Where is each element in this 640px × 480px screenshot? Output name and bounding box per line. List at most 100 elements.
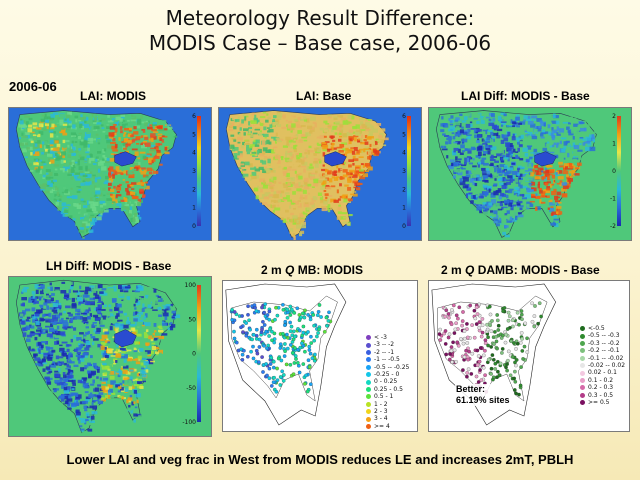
map-cell — [320, 179, 325, 183]
map-cell — [450, 162, 454, 167]
map-cell — [122, 121, 128, 124]
map-cell — [142, 194, 146, 198]
map-cell — [56, 325, 60, 330]
map-cell — [237, 125, 241, 128]
map-cell — [525, 164, 529, 169]
map-cell — [44, 119, 50, 123]
map-cell — [131, 188, 135, 190]
map-cell — [312, 197, 317, 201]
site-dot-damb — [455, 340, 460, 345]
map-cell — [145, 329, 149, 332]
map-cell — [158, 314, 162, 317]
map-cell — [538, 125, 541, 129]
outline-usa — [231, 295, 338, 402]
map-cell — [504, 178, 507, 182]
map-cell — [523, 135, 528, 138]
map-cell — [24, 156, 28, 159]
map-cell — [328, 116, 332, 119]
map-cell — [512, 121, 517, 125]
map-cell — [111, 171, 114, 176]
map-cell — [289, 207, 293, 211]
map-cell — [44, 113, 47, 117]
site-dot-mb — [316, 309, 321, 314]
map-cell — [501, 154, 505, 158]
map-cell — [102, 388, 108, 393]
map-cell — [379, 128, 386, 132]
map-cell — [112, 288, 117, 292]
slide-title: Meteorology Result Difference: MODIS Cas… — [0, 6, 640, 56]
map-cell — [497, 203, 500, 207]
map-cell — [134, 315, 139, 318]
site-dot-damb — [474, 374, 479, 379]
map-cell — [43, 283, 47, 288]
map-cell — [154, 330, 157, 333]
map-cell — [454, 121, 461, 126]
map-cell — [337, 211, 342, 215]
map-cell — [244, 115, 249, 118]
site-dot-mb — [254, 309, 259, 313]
map-cell — [282, 213, 288, 217]
map-cell — [579, 137, 584, 140]
site-dot-mb — [245, 354, 250, 359]
map-cell — [64, 400, 69, 405]
map-cell — [291, 123, 296, 128]
map-cell — [86, 300, 90, 306]
map-cell — [53, 112, 59, 115]
map-cell — [489, 164, 494, 166]
map-cell — [273, 159, 279, 163]
map-cell — [64, 143, 70, 148]
map-cell — [255, 158, 260, 161]
map-cell — [38, 359, 42, 362]
map-cell — [543, 181, 546, 184]
map-cell — [38, 332, 41, 337]
map-cell — [309, 176, 316, 180]
colorbar-tick-label: 0 — [402, 223, 406, 230]
map-cell — [292, 207, 296, 210]
map-cell — [89, 405, 94, 409]
map-cell — [504, 234, 510, 238]
map-cell — [301, 160, 305, 165]
map-cell — [97, 297, 103, 301]
map-cell — [439, 144, 446, 147]
map-cell — [75, 341, 78, 344]
map-cell — [59, 185, 65, 190]
map-cell — [555, 172, 558, 175]
date-label: 2006-06 — [9, 79, 57, 94]
legend-label: -0.5 -- -0.25 — [374, 363, 410, 371]
map-cell — [531, 115, 538, 119]
map-cell — [469, 123, 473, 128]
map-cell — [524, 140, 530, 143]
map-cell — [126, 317, 129, 321]
map-cell — [443, 116, 448, 121]
site-dot-damb — [494, 339, 499, 344]
map-cell — [499, 176, 503, 182]
site-dot-damb — [483, 338, 488, 343]
map-cell — [92, 379, 95, 384]
map-cell — [556, 211, 563, 215]
map-cell — [114, 323, 121, 328]
map-cell — [440, 129, 445, 133]
site-dot-damb — [446, 312, 451, 316]
map-cell — [457, 171, 463, 176]
map-cell — [85, 412, 90, 417]
map-cell — [529, 156, 533, 160]
map-cell — [286, 160, 292, 163]
map-cell — [526, 201, 532, 205]
map-cell — [494, 112, 500, 117]
map-cell — [516, 125, 520, 128]
map-cell — [301, 134, 307, 138]
legend-entry: -0.3 -- -0.2 — [580, 340, 625, 347]
map-cell — [122, 305, 128, 309]
site-dot-mb — [305, 389, 310, 394]
map-cell — [55, 355, 60, 360]
map-cell — [495, 190, 502, 193]
map-cell — [54, 147, 60, 150]
site-dot-damb — [530, 319, 535, 324]
map-cell — [102, 190, 107, 195]
map-cell — [539, 187, 543, 191]
map-cell — [54, 373, 60, 378]
map-cell — [26, 160, 29, 165]
map-cell — [310, 186, 315, 188]
map-cell — [49, 176, 54, 179]
map-cell — [336, 189, 339, 194]
